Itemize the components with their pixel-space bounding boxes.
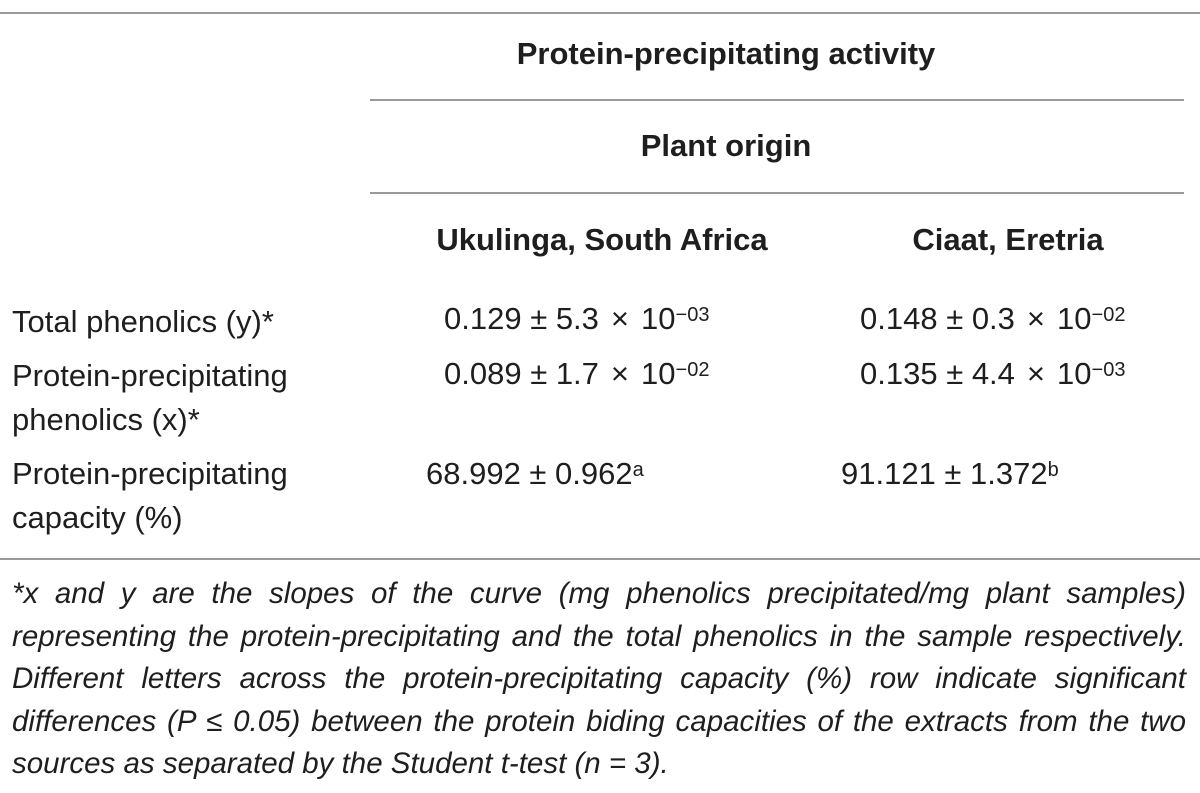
cell-value: 68.992 ± 0.962 <box>426 456 633 491</box>
subgroup-header-rule <box>370 192 1184 194</box>
times-sign: × <box>1026 301 1046 336</box>
cell-mantissa: 0.129 ± 5.3 <box>444 301 599 336</box>
cell-base: 10 <box>1057 301 1092 336</box>
table-footnote: *x and y are the slopes of the curve (mg… <box>12 577 1186 780</box>
times-sign: × <box>610 301 630 336</box>
cell-exponent: −02 <box>675 359 710 381</box>
cell-pp-phenolics-ciaat: 0.135 ± 4.4 × 10−03 <box>860 352 1125 396</box>
column-header-ukulinga: Ukulinga, South Africa <box>436 222 768 257</box>
column-header-ciaat: Ciaat, Eretria <box>912 222 1104 257</box>
cell-base: 10 <box>1057 356 1092 391</box>
row-label-line: Total phenolics (y)* <box>12 304 274 339</box>
row-label-line: phenolics (x)* <box>12 402 200 437</box>
cell-exponent: −03 <box>675 304 710 326</box>
row-label-line: Protein-precipitating <box>12 456 288 491</box>
cell-pp-phenolics-ukulinga: 0.089 ± 1.7 × 10−02 <box>444 352 709 396</box>
row-label-total-phenolics: Total phenolics (y)* <box>12 300 274 344</box>
cell-value: 91.121 ± 1.372 <box>841 456 1048 491</box>
times-sign: × <box>610 356 630 391</box>
significance-letter: a <box>632 459 644 481</box>
cell-exponent: −02 <box>1091 304 1126 326</box>
cell-mantissa: 0.089 ± 1.7 <box>444 356 599 391</box>
cell-pp-capacity-ciaat: 91.121 ± 1.372b <box>841 452 1059 496</box>
table-bottom-rule <box>0 558 1200 560</box>
group-header: Protein-precipitating activity <box>516 36 936 71</box>
group-header-rule <box>370 99 1184 101</box>
row-label-protein-precipitating-capacity: Protein-precipitating capacity (%) <box>12 452 288 540</box>
row-label-protein-precipitating-phenolics: Protein-precipitating phenolics (x)* <box>12 354 288 442</box>
cell-base: 10 <box>641 356 676 391</box>
cell-total-phenolics-ukulinga: 0.129 ± 5.3 × 10−03 <box>444 297 709 341</box>
cell-mantissa: 0.135 ± 4.4 <box>860 356 1015 391</box>
significance-letter: b <box>1047 459 1059 481</box>
times-sign: × <box>1026 356 1046 391</box>
cell-mantissa: 0.148 ± 0.3 <box>860 301 1015 336</box>
row-label-line: capacity (%) <box>12 500 183 535</box>
cell-pp-capacity-ukulinga: 68.992 ± 0.962a <box>426 452 644 496</box>
row-label-line: Protein-precipitating <box>12 358 288 393</box>
subgroup-header: Plant origin <box>640 128 812 163</box>
table-top-rule <box>0 12 1200 14</box>
cell-total-phenolics-ciaat: 0.148 ± 0.3 × 10−02 <box>860 297 1125 341</box>
cell-exponent: −03 <box>1091 359 1126 381</box>
cell-base: 10 <box>641 301 676 336</box>
